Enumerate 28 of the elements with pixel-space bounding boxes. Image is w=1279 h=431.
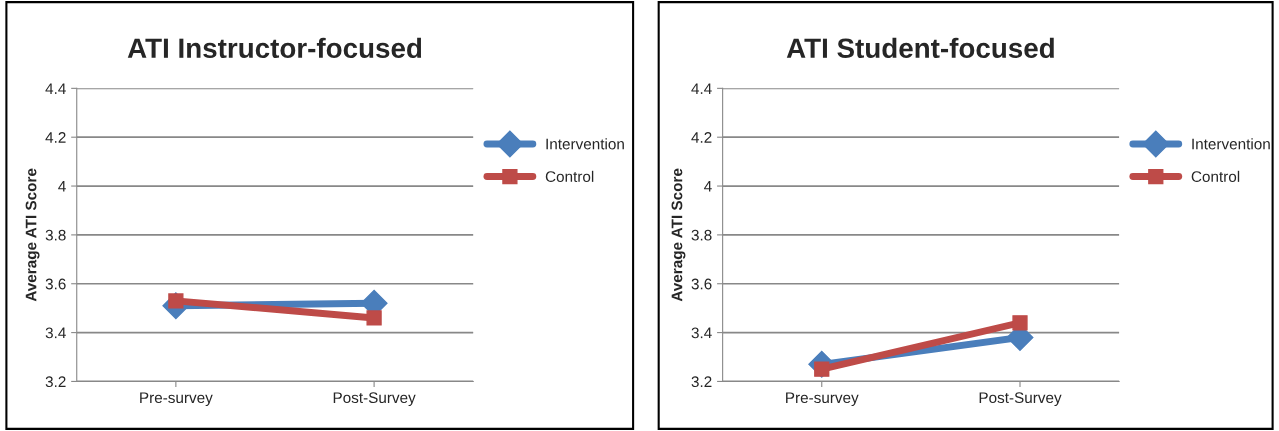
- y-tick-label: 4.4: [45, 83, 66, 94]
- y-tick-label: 3.2: [45, 376, 66, 388]
- y-tick-label: 3.2: [691, 376, 712, 388]
- y-tick-label: 4.2: [45, 132, 66, 143]
- legend-label: Control: [1191, 170, 1240, 183]
- x-tick-label: Post-Survey: [333, 392, 416, 407]
- x-tick-label: Pre-survey: [140, 392, 213, 407]
- y-tick-label: 3.4: [45, 327, 66, 339]
- legend-label: Control: [545, 170, 594, 183]
- y-tick-label: 3.6: [691, 278, 712, 290]
- legend-label: Intervention: [546, 138, 624, 150]
- legend-label: Intervention: [1192, 138, 1270, 150]
- y-tick-label: 4.2: [691, 132, 712, 143]
- y-tick-label: 3.6: [45, 278, 66, 290]
- point: [366, 310, 382, 326]
- x-tick-label: Post-Survey: [979, 392, 1062, 407]
- y-tick-label: 4.4: [691, 83, 712, 94]
- chart-title: ATI Instructor-focused: [127, 37, 422, 59]
- y-tick-label: 4: [704, 181, 712, 192]
- x-tick-label: Pre-survey: [786, 392, 859, 407]
- y-tick-label: 3.8: [691, 229, 712, 241]
- y-axis-title: Average ATI Score: [25, 168, 40, 302]
- chart-title: ATI Student-focused: [786, 37, 1054, 59]
- y-tick-label: 3.8: [45, 229, 66, 241]
- y-tick-label: 4: [58, 181, 66, 192]
- point: [1012, 315, 1028, 331]
- y-axis-title: Average ATI Score: [671, 168, 686, 302]
- y-tick-label: 3.4: [691, 327, 712, 339]
